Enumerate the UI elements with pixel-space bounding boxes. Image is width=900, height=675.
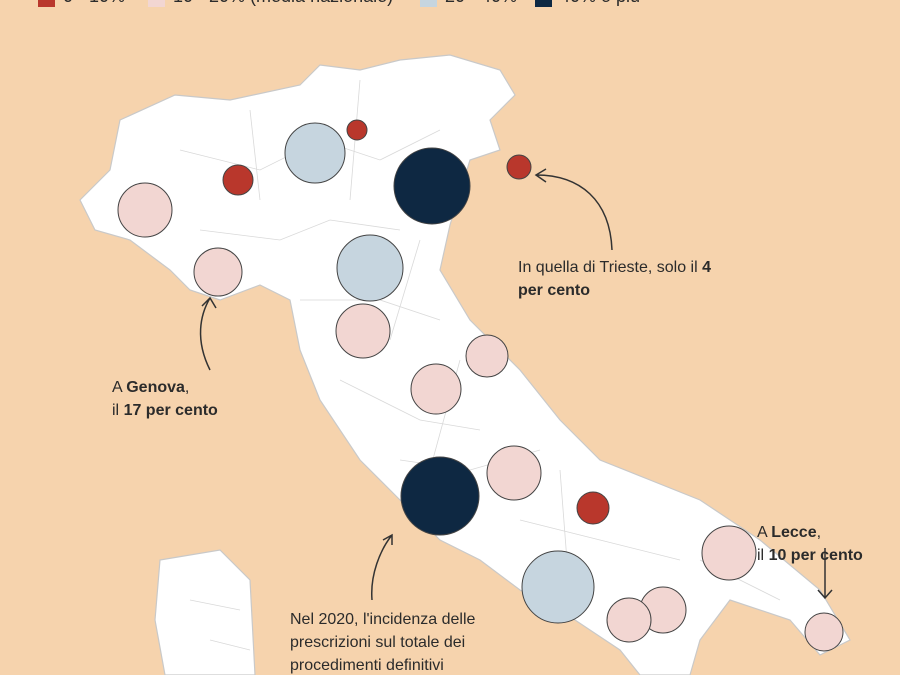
province-marker [393, 147, 471, 225]
province-marker [400, 456, 480, 536]
annotation: A Genova, [112, 379, 189, 396]
province-marker [521, 550, 595, 624]
arrow [534, 168, 613, 251]
markers [117, 119, 844, 652]
province-marker [410, 363, 462, 415]
land [79, 54, 851, 675]
legend-label: 40% o più [560, 0, 640, 6]
sardinia [154, 549, 256, 675]
province-marker [222, 164, 254, 196]
arrow [199, 296, 217, 371]
annotation-text: A [112, 379, 126, 396]
annotation: per cento [518, 282, 590, 299]
annotation-text: Genova [126, 379, 185, 396]
legend-label: 0 - 10% [63, 0, 125, 6]
arrows [199, 168, 833, 601]
annotation: Nel 2020, l'incidenza delle [290, 611, 476, 628]
annotation-text: Lecce [771, 524, 816, 541]
annotation-text: 4 [702, 259, 711, 276]
annotation-text: 17 per cento [124, 402, 218, 419]
annotation: il 17 per cento [112, 402, 218, 419]
annotation-text: 10 per cento [769, 547, 863, 564]
annotations: In quella di Trieste, solo il 4 per cento… [112, 259, 863, 674]
annotation: prescrizioni sul totale dei [290, 634, 465, 651]
legend-swatch [38, 0, 55, 7]
legend-swatch [148, 0, 165, 7]
annotation-text: il [757, 547, 769, 564]
province-marker [117, 182, 173, 238]
annotation-text: il [112, 402, 124, 419]
province-marker [606, 597, 652, 643]
annotation-text: , [185, 379, 189, 396]
province-marker [804, 612, 844, 652]
province-marker [346, 119, 368, 141]
legend: 0 - 10% 10 - 20% (media nazionale) 20 - 40… [38, 0, 640, 7]
annotation: A Lecce, [757, 524, 821, 541]
annotation-text: prescrizioni sul totale dei [290, 634, 465, 651]
province-marker [193, 247, 243, 297]
arrow [371, 533, 393, 601]
province-marker [336, 234, 404, 302]
province-marker [576, 491, 610, 525]
province-marker [486, 445, 542, 501]
legend-swatch [420, 0, 437, 7]
annotation-text: , [817, 524, 821, 541]
annotation: In quella di Trieste, solo il 4 [518, 259, 711, 276]
province-marker [701, 525, 757, 581]
annotation-text: Nel 2020, l'incidenza delle [290, 611, 476, 628]
province-marker [465, 334, 509, 378]
province-marker [284, 122, 346, 184]
annotation: procedimenti definitivi [290, 657, 444, 674]
annotation: il 10 per cento [757, 547, 863, 564]
italy-mainland [79, 54, 851, 675]
arrow [817, 548, 833, 600]
province-marker [506, 154, 532, 180]
legend-label: 10 - 20% (media nazionale) [173, 0, 393, 6]
province-marker [335, 303, 391, 359]
annotation-text: In quella di Trieste, solo il [518, 259, 702, 276]
annotation-text: per cento [518, 282, 590, 299]
annotation-text: procedimenti definitivi [290, 657, 444, 674]
legend-label: 20 - 40% [445, 0, 517, 6]
legend-swatch [535, 0, 552, 7]
annotation-text: A [757, 524, 771, 541]
